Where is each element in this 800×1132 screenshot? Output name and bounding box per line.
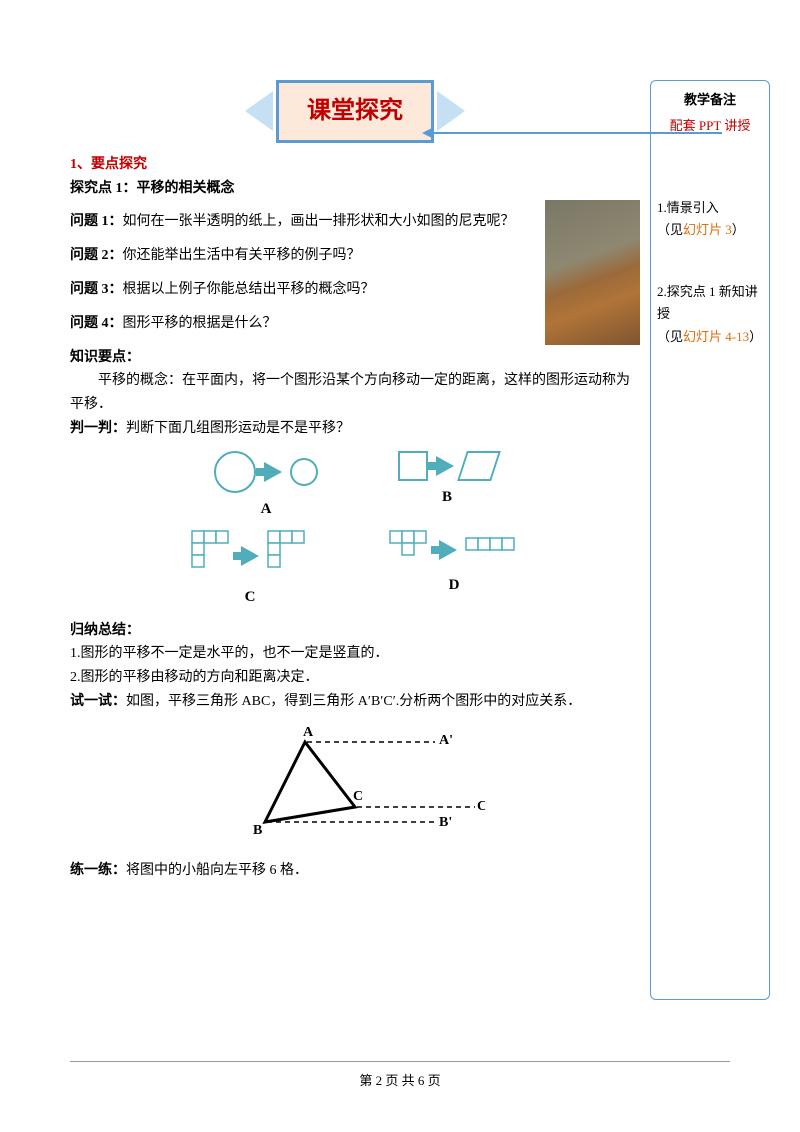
vertex-c: C bbox=[353, 789, 363, 804]
try-label: 试一试： bbox=[70, 694, 126, 709]
ribbon-left-icon bbox=[245, 91, 273, 131]
sidebar-note-link: 幻灯片 3 bbox=[683, 222, 732, 237]
vertex-cp: C' bbox=[477, 799, 485, 814]
arrow-to-sidebar-icon bbox=[430, 132, 722, 134]
keypoint-title: 知识要点： bbox=[70, 346, 640, 370]
section-heading: 1、要点探究 bbox=[70, 153, 640, 177]
judge-text: 判断下面几组图形运动是不是平移？ bbox=[126, 421, 350, 436]
fox-image bbox=[545, 200, 640, 345]
q1-text: 如何在一张半透明的纸上，画出一排形状和大小如图的尼克呢？ bbox=[123, 214, 515, 229]
sidebar-note-suffix: ） bbox=[749, 329, 762, 344]
sidebar-item-2: 2.探究点 1 新知讲授 （见幻灯片 4-13） bbox=[657, 281, 763, 347]
arrow-right-icon bbox=[264, 462, 282, 482]
sidebar-note-link: 幻灯片 4-13 bbox=[683, 329, 749, 344]
label-b: B bbox=[442, 485, 452, 511]
square-icon bbox=[398, 451, 428, 481]
q3-text: 根据以上例子你能总结出平移的概念吗？ bbox=[123, 282, 375, 297]
practice-label: 练一练： bbox=[70, 863, 126, 878]
vertex-a: A bbox=[303, 725, 314, 740]
pair-d: D bbox=[389, 530, 519, 610]
judge-line: 判一判：判断下面几组图形运动是不是平移？ bbox=[70, 417, 640, 441]
summary-title: 归纳总结： bbox=[70, 619, 640, 643]
shape-row-1: A B bbox=[70, 451, 640, 523]
sidebar-item-label: 探究点 1 新知讲授 bbox=[657, 284, 758, 321]
page-divider bbox=[70, 1061, 730, 1062]
try-text: 如图，平移三角形 ABC，得到三角形 A′B′C′.分析两个图形中的对应关系． bbox=[126, 694, 581, 709]
sidebar-note-prefix: （见 bbox=[657, 222, 683, 237]
practice-text: 将图中的小船向左平移 6 格． bbox=[126, 863, 308, 878]
sidebar-item-num: 1. bbox=[657, 200, 667, 215]
banner-wrap: 课堂探究 bbox=[70, 80, 640, 143]
summary-1: 1.图形的平移不一定是水平的，也不一定是竖直的． bbox=[70, 642, 640, 666]
main-column: 课堂探究 1、要点探究 探究点 1：平移的相关概念 问题 1：如何在一张半透明的… bbox=[70, 80, 650, 1000]
vertex-bp: B' bbox=[439, 815, 452, 830]
label-d: D bbox=[449, 573, 460, 599]
sidebar-item-num: 2. bbox=[657, 284, 667, 299]
q4-text: 图形平移的根据是什么？ bbox=[123, 316, 277, 331]
page: 课堂探究 1、要点探究 探究点 1：平移的相关概念 问题 1：如何在一张半透明的… bbox=[0, 0, 800, 1020]
l-shape-icon bbox=[191, 530, 233, 581]
pair-a: A bbox=[214, 451, 318, 523]
try-line: 试一试：如图，平移三角形 ABC，得到三角形 A′B′C′.分析两个图形中的对应… bbox=[70, 690, 640, 714]
label-a: A bbox=[261, 497, 272, 523]
triangle-figure: A B C A' B' C' bbox=[70, 722, 640, 851]
sidebar-note-suffix: ） bbox=[732, 222, 745, 237]
t-shape-icon bbox=[389, 530, 431, 569]
q4-label: 问题 4： bbox=[70, 316, 123, 331]
banner-title: 课堂探究 bbox=[307, 98, 403, 124]
sidebar-item-label: 情景引入 bbox=[667, 200, 719, 215]
keypoint-body: 平移的概念：在平面内，将一个图形沿某个方向移动一定的距离，这样的图形运动称为平移… bbox=[70, 369, 640, 417]
summary-2: 2.图形的平移由移动的方向和距离决定． bbox=[70, 666, 640, 690]
ribbon-right-icon bbox=[437, 91, 465, 131]
q2-text: 你还能举出生活中有关平移的例子吗？ bbox=[123, 248, 361, 263]
vertex-b: B bbox=[253, 823, 262, 838]
bar-shape-icon bbox=[465, 537, 519, 562]
q2-label: 问题 2： bbox=[70, 248, 123, 263]
page-footer: 第 2 页 共 6 页 bbox=[0, 1070, 800, 1092]
arrow-right-icon bbox=[436, 456, 454, 476]
sidebar-note-prefix: （见 bbox=[657, 329, 683, 344]
circle-small-icon bbox=[290, 458, 318, 486]
l-shape-icon bbox=[267, 530, 309, 581]
parallelogram-icon bbox=[457, 451, 501, 481]
judge-label: 判一判： bbox=[70, 421, 126, 436]
pair-b: B bbox=[398, 451, 496, 523]
practice-line: 练一练：将图中的小船向左平移 6 格． bbox=[70, 859, 640, 883]
banner: 课堂探究 bbox=[276, 80, 434, 143]
sidebar: 教学备注 配套 PPT 讲授 1.情景引入 （见幻灯片 3） 2.探究点 1 新… bbox=[650, 80, 770, 1000]
pair-c: C bbox=[191, 530, 309, 610]
shape-row-2: C bbox=[70, 530, 640, 610]
circle-large-icon bbox=[214, 451, 256, 493]
sidebar-item-1: 1.情景引入 （见幻灯片 3） bbox=[657, 197, 763, 241]
arrow-right-icon bbox=[439, 540, 457, 560]
topic-title: 探究点 1：平移的相关概念 bbox=[70, 177, 640, 201]
vertex-ap: A' bbox=[439, 733, 453, 748]
arrow-right-icon bbox=[241, 546, 259, 566]
label-c: C bbox=[245, 585, 256, 611]
q1-label: 问题 1： bbox=[70, 214, 123, 229]
q3-label: 问题 3： bbox=[70, 282, 123, 297]
shapes-diagram: A B bbox=[70, 451, 640, 611]
sidebar-title: 教学备注 bbox=[657, 89, 763, 111]
